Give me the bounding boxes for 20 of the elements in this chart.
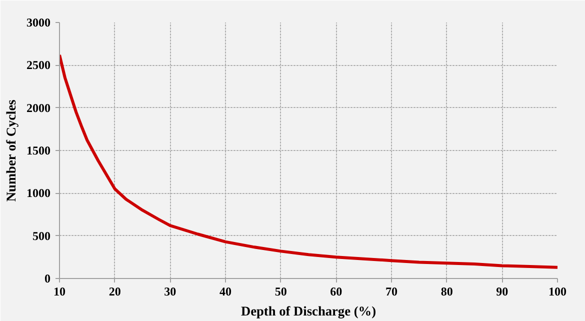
x-tick-label: 50 (274, 284, 287, 298)
x-tick-label: 10 (54, 284, 66, 298)
y-tick-label: 3000 (26, 16, 50, 30)
y-tick-label: 2000 (26, 100, 50, 115)
x-tick-label: 20 (108, 284, 121, 298)
y-tick-label: 500 (32, 228, 50, 243)
line-series (60, 53, 558, 269)
x-tick-label: 60 (330, 284, 342, 298)
x-tick-label: 30 (164, 284, 176, 298)
x-tick-label: 70 (386, 284, 398, 298)
x-tick-label: 90 (496, 284, 508, 298)
y-tick-label: 1500 (26, 144, 50, 158)
y-tick-label: 0 (44, 272, 50, 286)
x-tick-label: 80 (440, 284, 453, 298)
y-tick-label: 1000 (26, 186, 50, 200)
y-tick-label: 2500 (26, 58, 50, 72)
x-axis-title: Depth of Discharge (%) (240, 304, 376, 318)
x-tick-label: 100 (548, 284, 566, 298)
x-tick-label: 40 (220, 284, 232, 298)
y-axis-title: Number of Cycles (4, 100, 18, 202)
